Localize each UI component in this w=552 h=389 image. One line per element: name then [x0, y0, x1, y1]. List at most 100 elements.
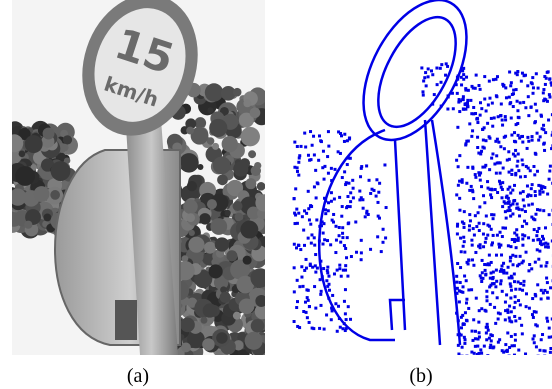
- feature-point: [491, 291, 494, 294]
- feature-point: [335, 225, 338, 228]
- feature-point: [477, 152, 480, 155]
- feature-point: [536, 132, 539, 135]
- feature-point: [440, 81, 443, 84]
- feature-point: [516, 203, 519, 206]
- foliage: [188, 237, 204, 253]
- foliage: [43, 213, 51, 221]
- feature-point: [542, 191, 545, 194]
- feature-point: [505, 293, 508, 296]
- foliage: [181, 343, 191, 353]
- feature-point: [535, 72, 538, 75]
- feature-point: [478, 205, 481, 208]
- feature-point: [499, 145, 502, 148]
- feature-point: [548, 78, 551, 81]
- feature-point: [502, 167, 505, 170]
- feature-point: [298, 326, 301, 329]
- feature-point: [486, 180, 489, 183]
- feature-point: [522, 198, 525, 201]
- feature-point: [492, 276, 495, 279]
- feature-point: [526, 184, 529, 187]
- feature-point: [334, 168, 337, 171]
- feature-point: [476, 121, 479, 124]
- feature-point: [423, 76, 426, 79]
- feature-point: [474, 214, 477, 217]
- feature-point: [521, 72, 524, 75]
- foliage: [186, 213, 195, 222]
- feature-point: [471, 189, 474, 192]
- feature-point: [469, 99, 472, 102]
- feature-point: [483, 147, 486, 150]
- feature-point: [540, 297, 543, 300]
- feature-point: [542, 143, 545, 146]
- feature-point: [296, 222, 299, 225]
- feature-point: [545, 261, 548, 264]
- feature-point: [445, 62, 448, 65]
- feature-point: [354, 220, 357, 223]
- feature-point: [297, 174, 300, 177]
- feature-point: [328, 289, 331, 292]
- feature-point: [548, 336, 551, 339]
- feature-point: [531, 297, 534, 300]
- feature-point: [484, 241, 487, 244]
- foliage: [209, 264, 223, 278]
- feature-point: [514, 255, 517, 258]
- foliage: [51, 161, 71, 181]
- feature-point: [297, 244, 300, 247]
- feature-point: [545, 317, 548, 320]
- feature-point: [462, 95, 465, 98]
- feature-point: [515, 246, 518, 249]
- feature-point: [330, 318, 333, 321]
- feature-point: [521, 233, 524, 236]
- feature-point: [463, 323, 466, 326]
- feature-point: [507, 311, 510, 314]
- foliage: [50, 190, 60, 200]
- feature-point: [518, 288, 521, 291]
- feature-point: [485, 326, 488, 329]
- feature-point: [458, 110, 461, 113]
- feature-point: [515, 228, 518, 231]
- feature-point: [500, 253, 503, 256]
- foliage: [233, 312, 241, 320]
- foliage: [233, 201, 243, 211]
- foliage: [257, 182, 266, 191]
- foliage: [233, 88, 242, 97]
- feature-point: [465, 279, 468, 282]
- feature-point: [504, 118, 507, 121]
- foliage: [180, 318, 195, 333]
- feature-point: [523, 74, 526, 77]
- foliage: [183, 199, 198, 214]
- feature-point: [360, 239, 363, 242]
- feature-point: [511, 93, 514, 96]
- feature-point: [511, 254, 514, 257]
- feature-point: [539, 135, 542, 138]
- feature-point: [373, 189, 376, 192]
- bracket: [115, 300, 137, 340]
- feature-point: [487, 262, 490, 265]
- feature-point: [296, 166, 299, 169]
- feature-point: [306, 316, 309, 319]
- feature-point: [375, 178, 378, 181]
- feature-point: [537, 227, 540, 230]
- feature-point: [488, 225, 491, 228]
- feature-point: [479, 179, 482, 182]
- feature-point: [504, 343, 507, 346]
- feature-point: [310, 205, 313, 208]
- foliage: [182, 255, 189, 262]
- feature-point: [527, 193, 530, 196]
- feature-point: [327, 297, 330, 300]
- feature-point: [513, 315, 516, 318]
- foliage: [216, 332, 227, 343]
- foliage: [207, 199, 217, 209]
- foliage: [243, 99, 251, 107]
- feature-point: [514, 288, 517, 291]
- feature-point: [327, 130, 330, 133]
- feature-point: [525, 292, 528, 295]
- feature-point: [510, 310, 513, 313]
- feature-point: [321, 275, 324, 278]
- feature-point: [546, 291, 549, 294]
- feature-point: [488, 80, 491, 83]
- feature-point: [333, 272, 336, 275]
- feature-point: [491, 125, 494, 128]
- feature-point: [499, 172, 502, 175]
- feature-point: [440, 63, 443, 66]
